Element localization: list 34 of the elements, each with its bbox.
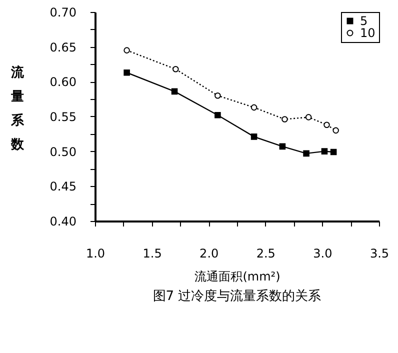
legend-label: 10 <box>360 26 376 40</box>
x-tick-label: 2.0 <box>200 246 219 260</box>
point <box>171 88 178 95</box>
point <box>172 66 179 72</box>
x-tick-label: 3.0 <box>313 246 332 260</box>
y-axis-title: 流量系数 <box>10 64 25 152</box>
point <box>305 114 312 120</box>
text: 图7 过冷度与流量系数的关系 <box>152 288 322 304</box>
x-tick-label: 1.5 <box>142 246 162 260</box>
point <box>282 116 288 122</box>
point <box>124 69 130 76</box>
legend-label: 5 <box>360 14 368 28</box>
point <box>214 112 221 118</box>
x-tick-label: 1.0 <box>86 246 106 260</box>
y-tick-label: 0.50 <box>50 144 76 159</box>
y-tick-label: 0.65 <box>50 40 76 54</box>
point <box>324 122 330 128</box>
point <box>214 92 221 99</box>
point <box>303 150 310 157</box>
y-tick-label: 0.70 <box>50 6 76 20</box>
point <box>250 104 258 111</box>
point <box>321 148 328 154</box>
point <box>250 134 258 140</box>
point <box>279 143 286 150</box>
x-axis-title: 流通面积(mm²) <box>194 270 280 284</box>
x-tick-label: 2.5 <box>256 246 276 260</box>
y-tick-label: 0.40 <box>50 214 76 228</box>
x-tick-label: 3.5 <box>370 246 390 260</box>
y-tick-label: 0.60 <box>50 75 76 90</box>
point <box>330 148 337 156</box>
y-tick-label: 0.55 <box>50 110 76 124</box>
y-tick-label: 0.45 <box>50 180 76 194</box>
point <box>332 127 339 134</box>
point <box>124 47 130 54</box>
